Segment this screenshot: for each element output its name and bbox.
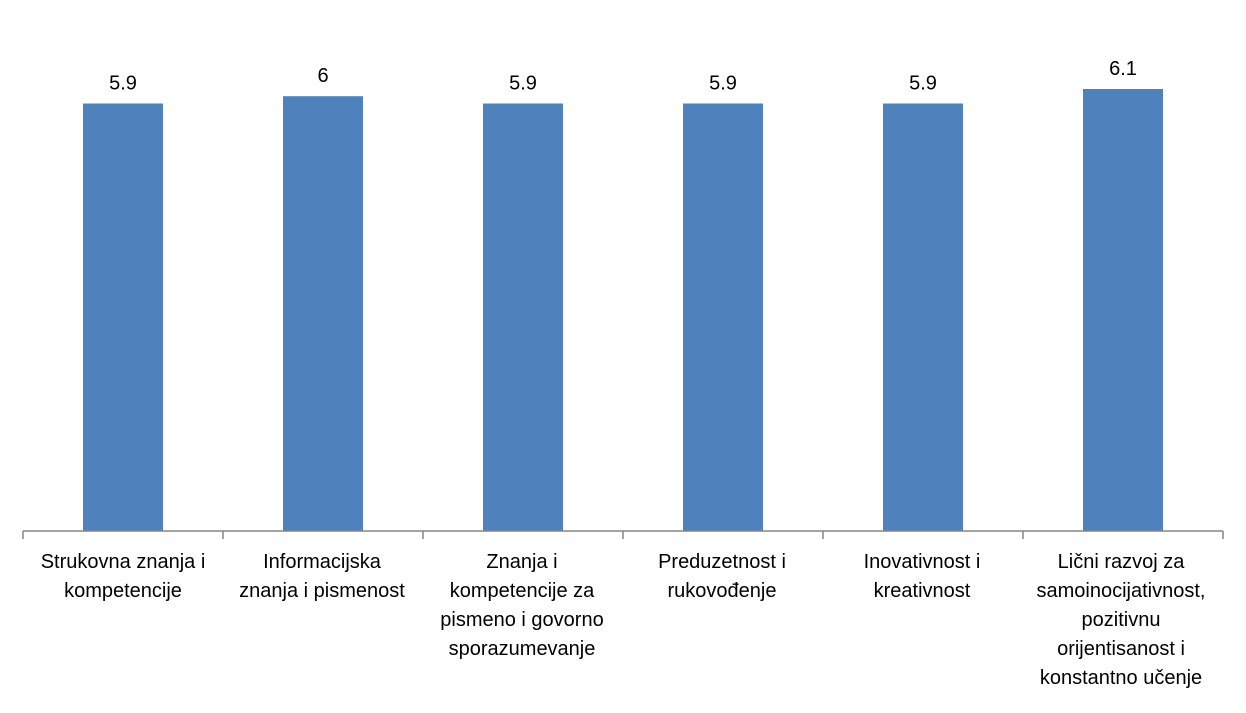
- bar-1: [283, 96, 363, 531]
- data-label-1: 6: [317, 65, 328, 87]
- data-label-4: 5.9: [909, 73, 937, 95]
- data-label-2: 5.9: [509, 73, 537, 95]
- bar-3: [683, 103, 763, 531]
- category-label-licni-razvoj: Lični razvoj za samoinocijativnost, pozi…: [1036, 551, 1206, 689]
- category-label-znanja: Znanja i kompetencije za pismeno i govor…: [440, 551, 604, 660]
- data-label-0: 5.9: [109, 73, 137, 95]
- category-label-inovativnost: Inovativnost i kreativnost: [863, 551, 981, 602]
- category-label-informacijska: Informacijska znanja i pismenost: [239, 551, 405, 602]
- data-label-3: 5.9: [709, 73, 737, 95]
- data-label-5: 6.1: [1109, 58, 1137, 80]
- bar-0: [83, 103, 163, 531]
- category-label-preduzetnost: Preduzetnost i rukovođenje: [658, 551, 786, 602]
- bar-2: [483, 103, 563, 531]
- bar-5: [1083, 89, 1163, 531]
- category-label-strukovna: Strukovna znanja i kompetencije: [40, 551, 206, 602]
- bar-4: [883, 103, 963, 531]
